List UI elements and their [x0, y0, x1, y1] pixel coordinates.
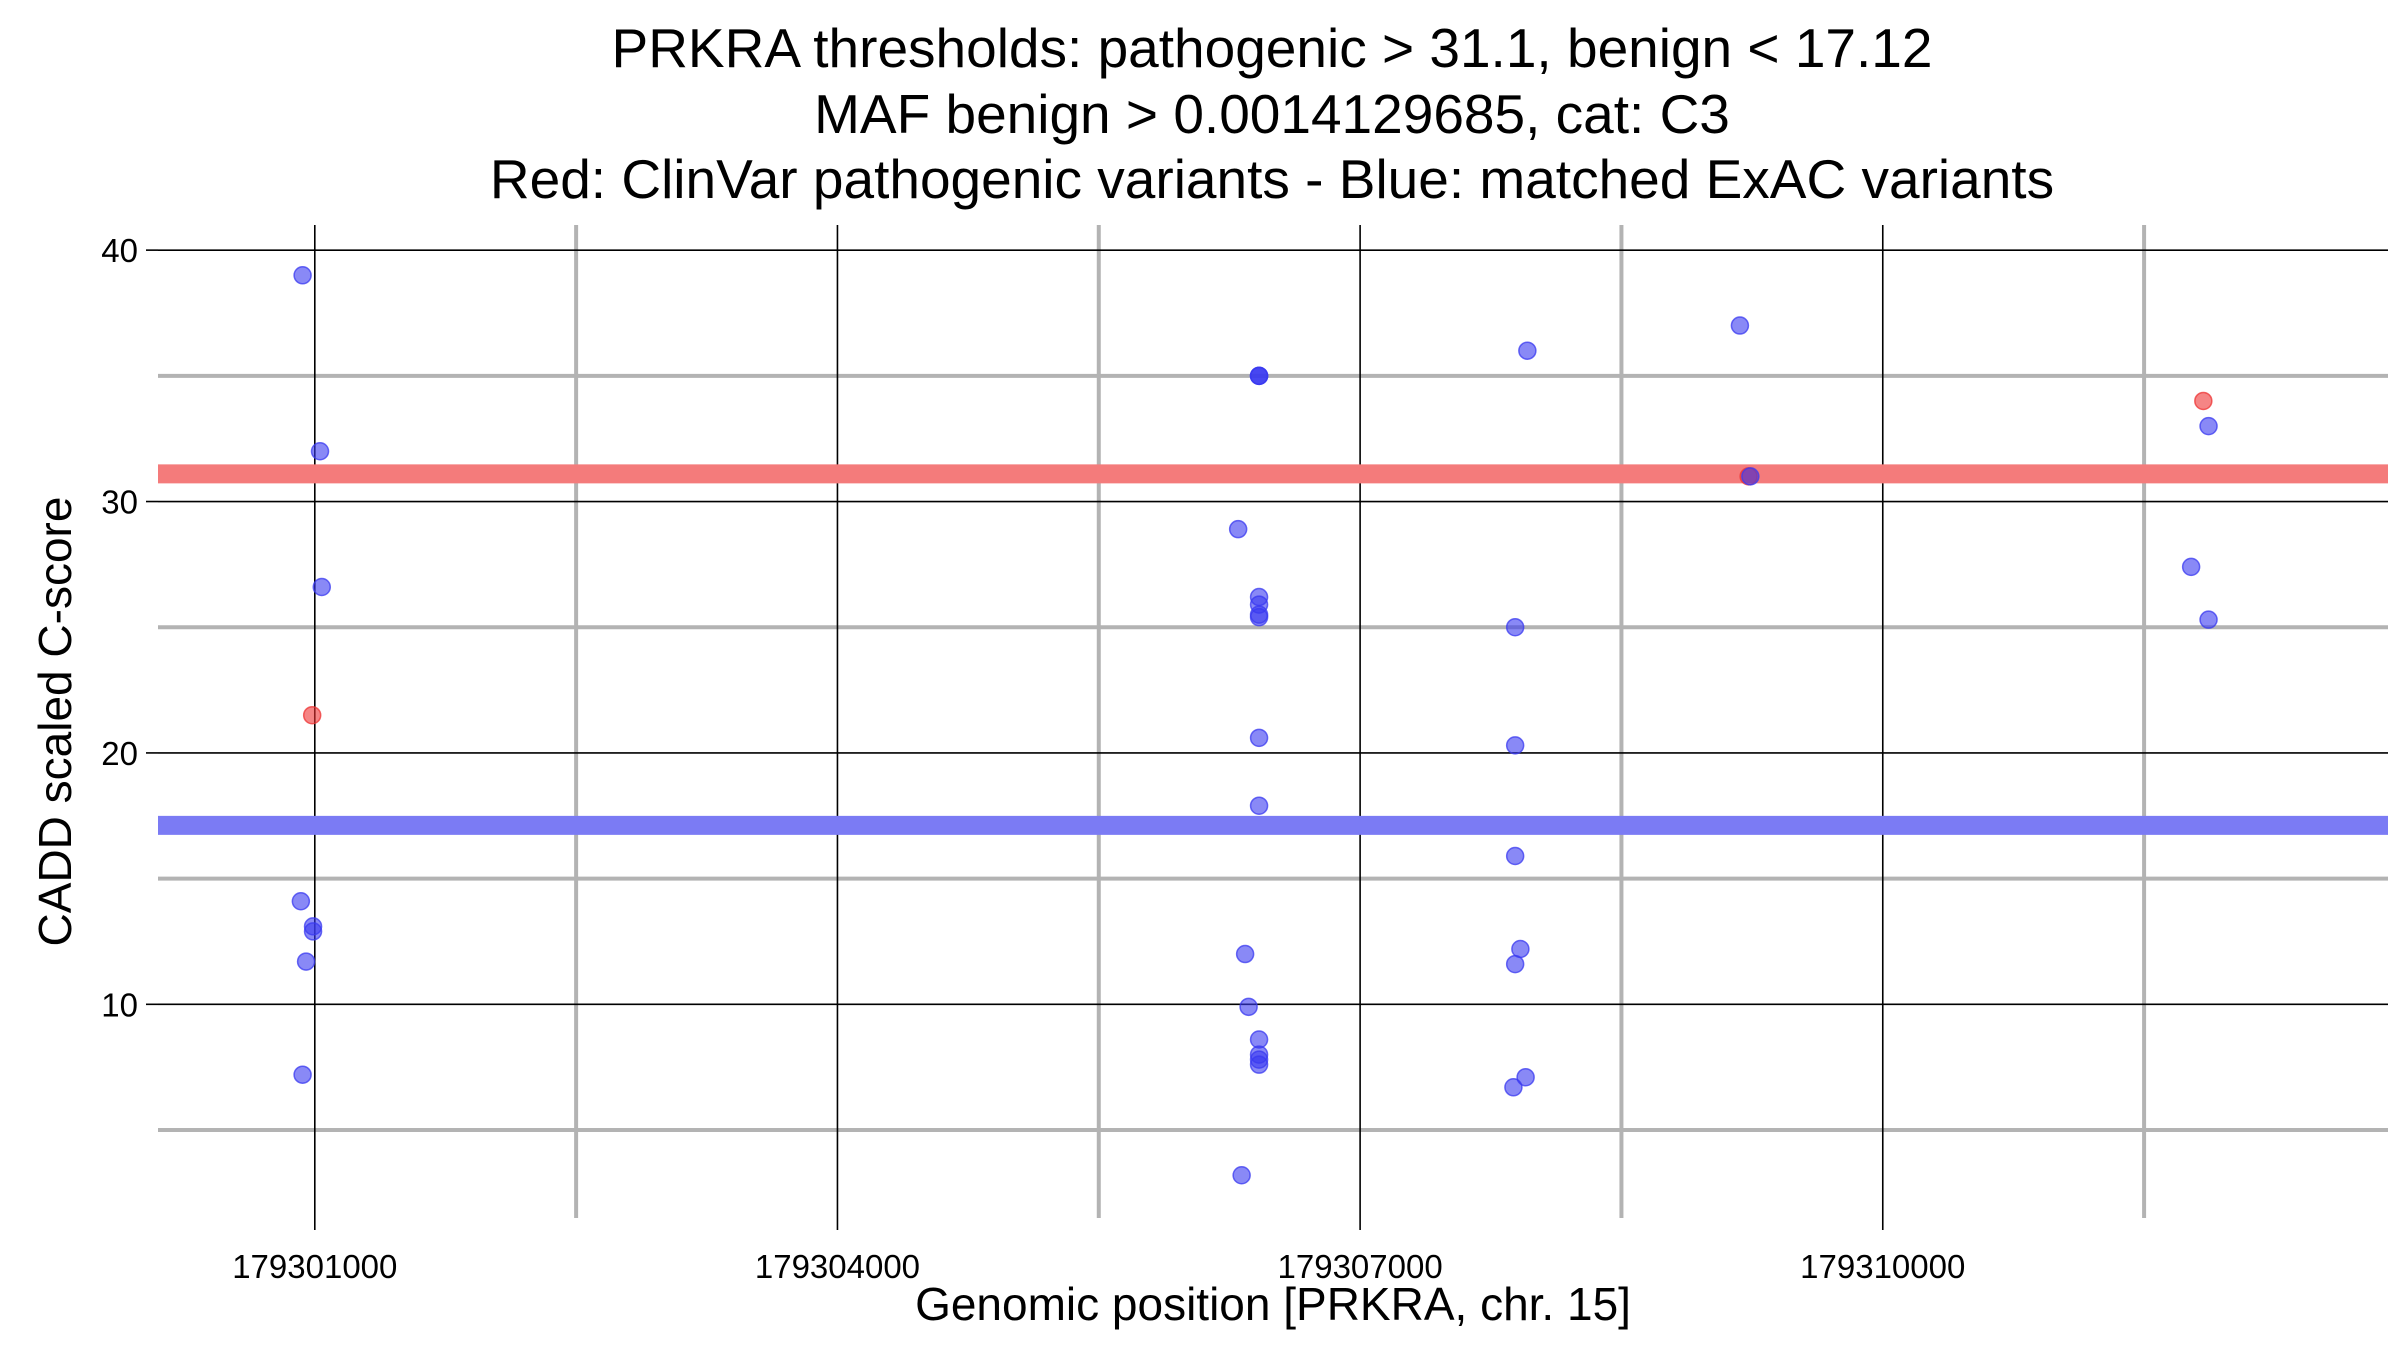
title-line-2: MAF benign > 0.0014129685, cat: C3	[814, 83, 1730, 145]
exac-point	[1249, 796, 1269, 815]
exac-point	[1505, 954, 1525, 974]
exac-point	[293, 1065, 312, 1084]
grid	[158, 225, 2388, 1218]
y-tick-label: 10	[101, 986, 138, 1023]
y-tick-label: 40	[101, 232, 138, 269]
x-tick-label: 179307000	[1278, 1248, 1443, 1285]
exac-point	[1505, 617, 1525, 637]
exac-point	[1235, 944, 1255, 964]
clinvar-point	[302, 705, 322, 725]
exac-point	[1505, 736, 1525, 755]
exac-point	[1249, 728, 1269, 748]
axes: 10 20 30 40 179301000 179304000 179307000 17931…	[29, 232, 1965, 1330]
exac-point	[1228, 519, 1248, 539]
exac-point	[1741, 467, 1760, 486]
exac-point	[1518, 341, 1537, 360]
exac-point	[1504, 1078, 1523, 1097]
exac-point	[1730, 316, 1750, 335]
chart-title: PRKRA thresholds: pathogenic > 31.1, ben…	[490, 17, 2054, 210]
exac-point	[310, 442, 330, 461]
exac-point	[1232, 1166, 1251, 1185]
x-tick-label: 179304000	[755, 1248, 920, 1285]
title-line-3: Red: ClinVar pathogenic variants - Blue:…	[490, 148, 2054, 210]
threshold-lines	[158, 464, 2388, 835]
exac-point	[1249, 1055, 1269, 1074]
x-tick-label: 179301000	[232, 1248, 397, 1285]
exac-point	[1505, 846, 1525, 866]
y-tick-label: 30	[101, 484, 138, 521]
x-axis-title: Genomic position [PRKRA, chr. 15]	[915, 1278, 1631, 1330]
x-tick-label: 179310000	[1800, 1248, 1965, 1285]
exac-point	[2199, 610, 2218, 629]
exac-point	[1516, 1067, 1535, 1087]
y-tick-label: 20	[101, 735, 138, 772]
exac-point	[1249, 607, 1269, 627]
data-points	[291, 266, 2218, 1185]
exac-point	[1249, 366, 1269, 386]
exac-point	[2199, 416, 2218, 436]
exac-point	[1239, 997, 1258, 1017]
exac-point	[303, 922, 323, 941]
exac-point	[312, 577, 332, 597]
clinvar-point	[2194, 391, 2213, 411]
exac-point	[296, 952, 316, 971]
y-axis-title: CADD scaled C-score	[29, 497, 81, 947]
exac-point	[293, 266, 312, 285]
exac-point	[291, 891, 311, 911]
exac-point	[2181, 557, 2201, 577]
title-line-1: PRKRA thresholds: pathogenic > 31.1, ben…	[612, 17, 1933, 79]
